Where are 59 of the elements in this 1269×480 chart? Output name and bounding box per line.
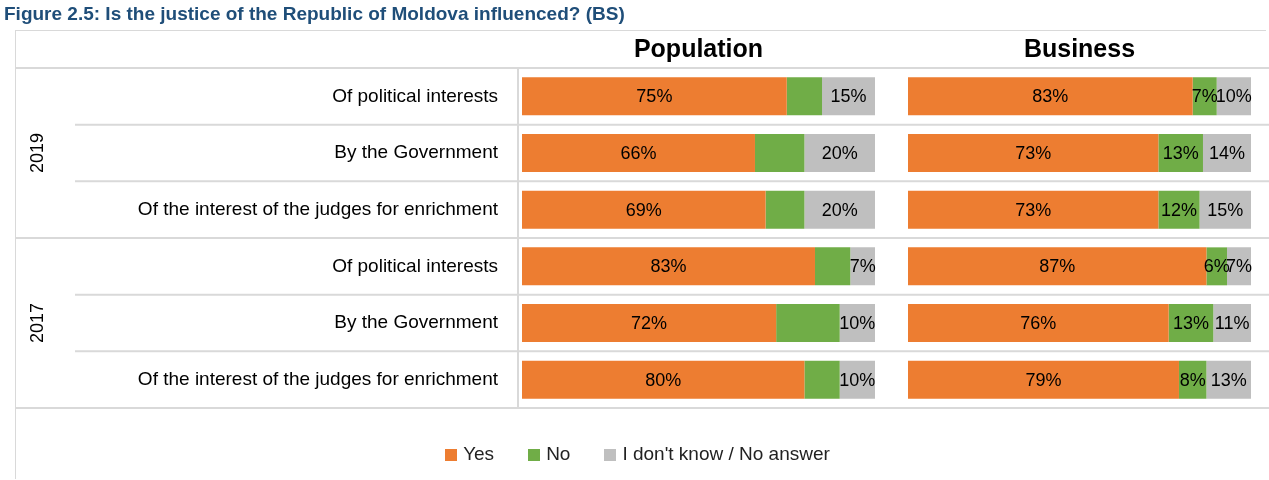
data-label: 80% (645, 369, 682, 390)
bar (765, 190, 805, 229)
data-label: 15% (1207, 199, 1244, 220)
data-label: 76% (1020, 312, 1057, 333)
caption: Figure 2.5: Is the justice of the Republic of Moldova influenced? (BS) (4, 3, 625, 25)
bar (786, 77, 823, 116)
text: 2017 (26, 302, 47, 344)
data-label: 12% (1160, 199, 1197, 220)
legend-label: Yes (462, 443, 495, 465)
legend-label: No (545, 443, 571, 465)
data-label: 83% (1032, 86, 1069, 107)
bar (776, 304, 840, 342)
data-label: 66% (620, 142, 657, 163)
data-label: 69% (625, 199, 662, 220)
data-label: 72% (631, 312, 668, 333)
bar (522, 304, 777, 342)
data-label: 20% (821, 199, 858, 220)
data-label: 73% (1015, 142, 1052, 163)
data-label: 15% (830, 86, 867, 107)
data-label: 11% (1214, 312, 1250, 333)
bar (908, 304, 1169, 342)
data-label: 87% (1039, 256, 1076, 277)
data-label: 13% (1210, 369, 1247, 390)
data-label: 10% (839, 369, 876, 390)
data-label: 73% (1015, 199, 1052, 220)
bar (522, 360, 805, 399)
bar (804, 190, 875, 229)
bar (522, 77, 787, 116)
chart-title: Population (633, 33, 764, 62)
y-tick-label: Of political interests (332, 254, 498, 276)
bar (522, 134, 755, 172)
data-label: 8% (1179, 369, 1206, 390)
y-tick-label: Of the interest of the judges for enrichment (137, 367, 499, 389)
bar (522, 247, 815, 286)
chart-title: Business (1023, 33, 1136, 62)
y-tick-label: Of political interests (332, 84, 498, 106)
text: 2019 (26, 132, 47, 174)
legend-label: I don't know / No answer (621, 443, 830, 465)
bar (804, 134, 875, 172)
bar (522, 190, 766, 229)
data-label: 79% (1025, 369, 1062, 390)
bar (908, 360, 1179, 399)
y-tick-label: By the Government (334, 311, 499, 333)
data-label: 10% (839, 312, 876, 333)
bar (908, 134, 1159, 172)
bar (814, 247, 851, 286)
data-label: 20% (821, 142, 858, 163)
data-label: 7% (849, 256, 876, 277)
bar (908, 190, 1159, 229)
y-tick-label: By the Government (334, 141, 499, 163)
bar (754, 134, 805, 172)
data-label: 14% (1208, 142, 1246, 163)
data-label: 13% (1162, 142, 1199, 163)
y-tick-label: Of the interest of the judges for enrichment (137, 197, 499, 219)
bar (908, 77, 1193, 116)
data-label: 13% (1172, 312, 1209, 333)
data-label: 75% (636, 86, 673, 107)
data-label: 83% (650, 256, 687, 277)
bar (804, 360, 840, 399)
